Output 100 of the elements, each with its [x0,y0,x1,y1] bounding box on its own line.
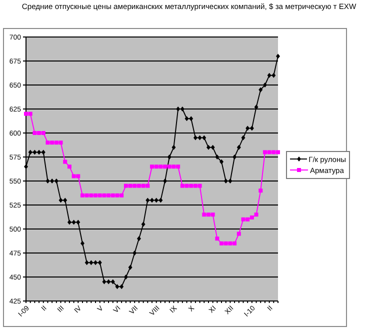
point [236,232,241,236]
point [154,198,158,203]
point [124,184,128,188]
point [24,112,28,116]
point [276,150,280,154]
point [98,193,102,198]
point [167,164,172,169]
point [146,184,150,188]
point [115,193,120,198]
point [250,126,254,131]
point [272,72,276,78]
point [258,188,263,193]
point [72,220,76,225]
point [37,150,42,155]
point [54,178,58,184]
point [228,241,232,246]
point [106,193,111,198]
point [267,72,272,78]
point [28,150,32,155]
point [84,193,89,198]
point [102,193,106,198]
point [28,112,32,116]
point [32,150,37,155]
point [220,159,224,164]
point [206,212,210,217]
point [176,164,180,169]
point [80,240,84,246]
point [180,106,184,112]
point [106,279,111,284]
point [154,164,158,169]
point [210,144,215,150]
point [246,217,250,222]
point [236,144,241,150]
point [224,241,228,246]
point [276,54,280,59]
point [41,150,46,155]
point [132,184,137,188]
point [50,178,54,184]
point [110,279,115,284]
point [163,178,168,184]
point [37,131,42,135]
point [67,164,72,169]
point [254,212,258,217]
point [94,260,98,266]
point [198,135,202,140]
point [76,174,80,178]
point [210,212,215,217]
point [54,140,58,145]
point [63,198,68,203]
point [241,217,246,222]
point [50,140,54,145]
point [215,236,220,241]
point [80,193,84,198]
point [246,126,250,131]
point [63,160,68,164]
point [89,260,94,266]
point [189,116,194,122]
point [267,150,272,154]
point [128,264,132,270]
point [141,184,146,188]
point [110,193,115,198]
point [184,116,189,122]
point [250,215,254,220]
point [120,193,124,198]
point [163,164,168,169]
point [184,184,189,188]
point [241,135,246,140]
point [46,140,50,145]
point [272,150,276,154]
point [32,131,37,135]
point [193,135,198,140]
point [232,241,237,246]
point [132,250,137,256]
point [76,220,80,225]
point [198,184,202,188]
point [146,198,150,203]
point [262,82,267,88]
point [215,154,220,160]
point [98,260,102,266]
point [102,279,106,284]
point [89,193,94,198]
point [67,220,72,225]
point [180,184,184,188]
point [206,144,210,150]
point [72,174,76,178]
point [262,150,267,154]
point [150,198,154,203]
point [172,144,176,150]
point [224,178,228,184]
point [172,164,176,169]
point [120,284,124,290]
point [84,260,89,266]
point [228,178,232,184]
point [124,274,128,280]
point [176,106,180,112]
point [189,184,194,188]
point [58,198,63,203]
point [232,154,237,160]
point [202,135,206,140]
point [136,236,141,242]
